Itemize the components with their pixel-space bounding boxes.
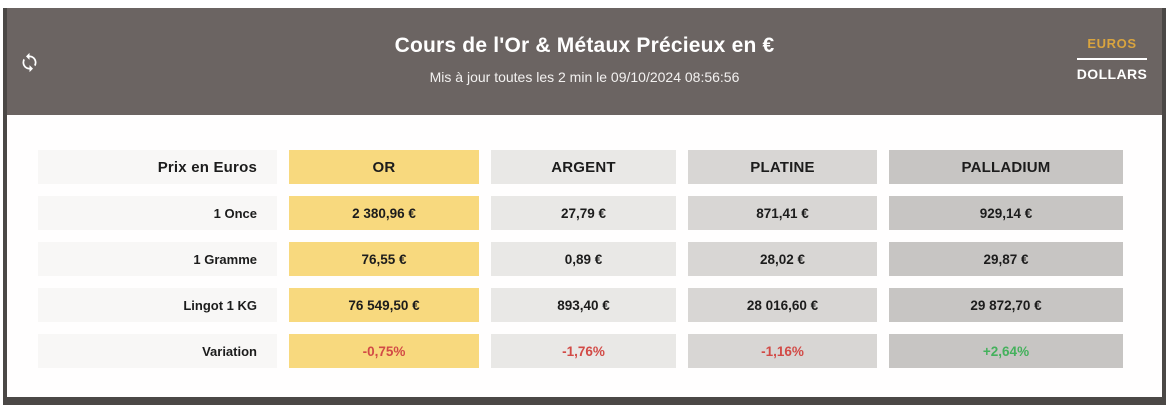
row-label-once: 1 Once [38, 196, 277, 230]
column-header-or: OR [289, 150, 479, 184]
price-lingot-or: 76 549,50 € [289, 288, 479, 322]
price-gramme-argent: 0,89 € [491, 242, 676, 276]
prices-table: Prix en Euros OR ARGENT PLATINE PALLADIU… [38, 150, 1123, 368]
price-once-or: 2 380,96 € [289, 196, 479, 230]
column-header-platine: PLATINE [688, 150, 877, 184]
last-updated-text: Mis à jour toutes les 2 min le 09/10/202… [429, 69, 740, 85]
refresh-sync-icon [19, 52, 40, 78]
price-gramme-or: 76,55 € [289, 242, 479, 276]
row-label-lingot: Lingot 1 KG [38, 288, 277, 322]
prices-widget-card: Cours de l'Or & Métaux Précieux en € Mis… [3, 8, 1166, 405]
page-title: Cours de l'Or & Métaux Précieux en € [394, 34, 775, 57]
price-once-palladium: 929,14 € [889, 196, 1123, 230]
price-gramme-palladium: 29,87 € [889, 242, 1123, 276]
variation-or: -0,75% [289, 334, 479, 368]
currency-tab-dollars[interactable]: DOLLARS [1076, 66, 1148, 82]
price-lingot-palladium: 29 872,70 € [889, 288, 1123, 322]
price-lingot-argent: 893,40 € [491, 288, 676, 322]
variation-palladium: +2,64% [889, 334, 1123, 368]
widget-header: Cours de l'Or & Métaux Précieux en € Mis… [7, 8, 1162, 115]
row-label-variation: Variation [38, 334, 277, 368]
table-corner-label: Prix en Euros [38, 150, 277, 184]
column-header-palladium: PALLADIUM [889, 150, 1123, 184]
currency-tab-euros[interactable]: EUROS [1087, 36, 1137, 51]
price-once-platine: 871,41 € [688, 196, 877, 230]
column-header-argent: ARGENT [491, 150, 676, 184]
refresh-button[interactable] [16, 52, 42, 78]
price-lingot-platine: 28 016,60 € [688, 288, 877, 322]
price-gramme-platine: 28,02 € [688, 242, 877, 276]
price-once-argent: 27,79 € [491, 196, 676, 230]
row-label-gramme: 1 Gramme [38, 242, 277, 276]
variation-argent: -1,76% [491, 334, 676, 368]
variation-platine: -1,16% [688, 334, 877, 368]
header-titles: Cours de l'Or & Métaux Précieux en € Mis… [7, 8, 1162, 115]
currency-switch: EUROS DOLLARS [1075, 36, 1149, 82]
currency-divider [1077, 58, 1147, 60]
